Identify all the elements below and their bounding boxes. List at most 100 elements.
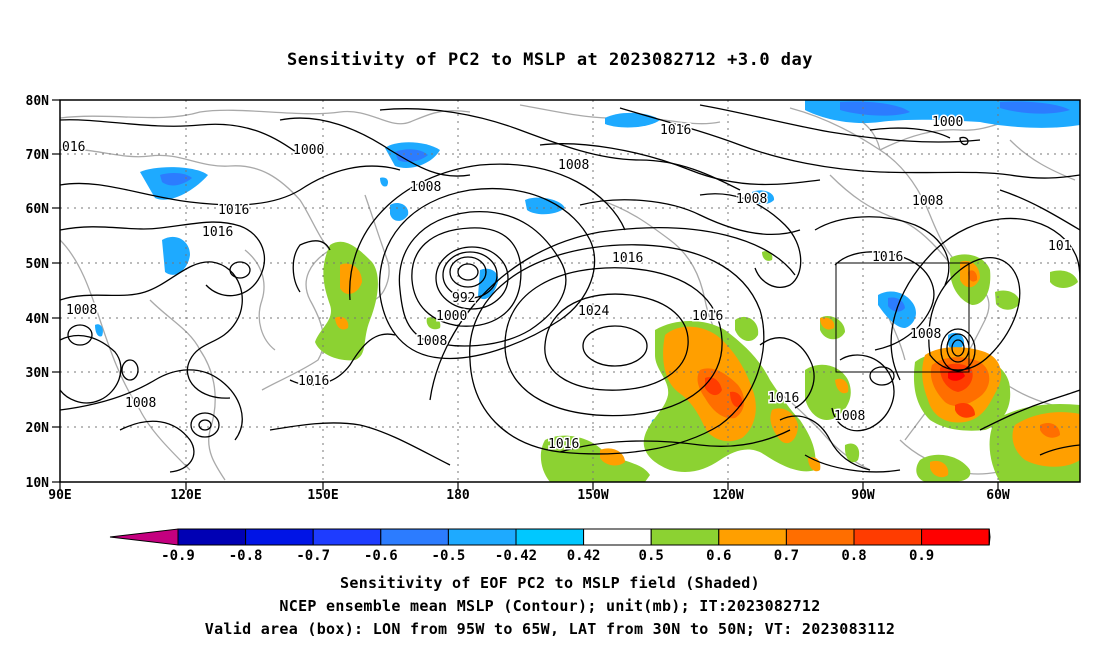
shade-positive [820, 317, 835, 330]
contour-label: 101 [1048, 239, 1071, 254]
shade-positive [340, 263, 362, 294]
colorbar-swatch [380, 528, 449, 546]
colorbar-arrow-high [988, 528, 991, 546]
lat-label: 10N [26, 476, 50, 491]
lat-label: 30N [26, 366, 50, 381]
contour-label: 1016 [612, 251, 643, 266]
contour-label: 1016 [872, 250, 903, 265]
colorbar-tick-label: 0.6 [706, 548, 731, 564]
contour-label: 1008 [558, 158, 589, 173]
footer-line-1: Sensitivity of EOF PC2 to MSLP field (Sh… [340, 574, 760, 592]
lon-label: 90W [851, 488, 875, 503]
shade-negative [395, 149, 428, 163]
shade-positive [335, 316, 349, 330]
shade-negative [525, 197, 565, 215]
lon-label: 180 [446, 488, 470, 503]
shade-negative [888, 297, 905, 312]
contour-label: 016 [62, 140, 85, 155]
shade-positive [968, 270, 978, 282]
valid-area-box [835, 262, 970, 373]
shade-negative [1000, 101, 1070, 114]
shade-positive [805, 364, 851, 420]
colorbar [109, 528, 991, 546]
lat-label: 70N [26, 148, 50, 163]
contour-label: 1024 [578, 304, 609, 319]
shade-negative [605, 112, 660, 128]
shade-positive [426, 317, 441, 330]
colorbar-tick-label: -0.7 [296, 548, 330, 564]
shade-negative [95, 324, 103, 337]
colorbar-labels: -0.9 -0.8 -0.7 -0.6 -0.5 -0.42 0.42 0.5 0.6 0.7 0.… [161, 548, 934, 564]
shade-negative [752, 190, 775, 205]
lon-label: 120E [170, 488, 201, 503]
contour-label: 1000 [932, 115, 963, 130]
lat-label: 80N [26, 94, 50, 109]
lat-label: 60N [26, 202, 50, 217]
colorbar-tick-label: -0.42 [495, 548, 537, 564]
colorbar-tick-label: 0.5 [639, 548, 664, 564]
colorbar-tick-label: 0.9 [909, 548, 934, 564]
shade-positive [948, 369, 965, 381]
lat-label: 50N [26, 257, 50, 272]
shade-positive [730, 391, 743, 408]
shade-positive [1050, 270, 1078, 288]
contour-labels: 016 1000 1008 1016 1016 1008 992 1000 10… [61, 114, 1073, 454]
shade-positive [315, 241, 378, 361]
colorbar-swatch [177, 528, 247, 546]
contour-label: 1016 [202, 225, 233, 240]
lon-label: 90E [48, 488, 71, 503]
lon-label: 150E [307, 488, 338, 503]
colorbar-swatch [515, 528, 585, 546]
contour-label: 1008 [125, 396, 156, 411]
colorbar-swatch [650, 528, 720, 546]
contour-label: 1008 [912, 194, 943, 209]
contour-label: 1000 [293, 143, 324, 158]
shade-positive [844, 443, 860, 463]
colorbar-tick-label: -0.8 [229, 548, 263, 564]
contour-label: 1016 [768, 391, 799, 406]
shade-positive [930, 460, 949, 478]
shade-positive [770, 408, 798, 444]
axis-ticks [52, 99, 999, 490]
contour-label: 1008 [66, 303, 97, 318]
colorbar-arrow-low [109, 528, 179, 546]
shade-negative [840, 101, 910, 116]
lat-labels: 80N 70N 60N 50N 40N 30N 20N 10N [26, 94, 50, 491]
mslp-contours [60, 104, 1080, 473]
contour-label: 1000 [436, 309, 467, 324]
contour-label: 1008 [416, 334, 447, 349]
colorbar-tick-label: -0.6 [364, 548, 398, 564]
shade-positive [955, 403, 975, 418]
contour-label: 1016 [218, 203, 249, 218]
colorbar-tick-label: -0.9 [161, 548, 195, 564]
lat-label: 20N [26, 421, 50, 436]
shade-positive [1020, 468, 1040, 482]
lon-label: 120W [712, 488, 743, 503]
shade-positive [835, 378, 849, 394]
colorbar-swatch [245, 528, 314, 546]
lon-labels: 90E 120E 150E 180 150W 120W 90W 60W [48, 488, 1010, 503]
footer-line-3: Valid area (box): LON from 95W to 65W, L… [204, 620, 896, 638]
shade-positive [762, 251, 773, 261]
graticule [60, 100, 1080, 482]
colorbar-tick-label: 0.8 [841, 548, 866, 564]
colorbar-tick-label: 0.42 [567, 548, 601, 564]
shade-negative [390, 203, 409, 221]
colorbar-tick-label: 0.7 [774, 548, 799, 564]
shade-positive [705, 377, 722, 396]
contour-label: 1016 [298, 374, 329, 389]
shade-negative [162, 236, 190, 275]
shade-positive [600, 448, 625, 466]
shade-positive [540, 435, 650, 482]
footer-line-2: NCEP ensemble mean MSLP (Contour); unit(… [279, 597, 821, 615]
shade-negative [160, 173, 192, 186]
lon-label: 150W [577, 488, 608, 503]
colorbar-swatch [312, 528, 382, 546]
contour-label: 1008 [834, 409, 865, 424]
plot-frame [59, 99, 1081, 483]
contour-label: 1016 [660, 123, 691, 138]
colorbar-swatch [785, 528, 855, 546]
lat-label: 40N [26, 312, 50, 327]
lon-label: 60W [986, 488, 1010, 503]
contour-label: 1016 [548, 437, 579, 452]
